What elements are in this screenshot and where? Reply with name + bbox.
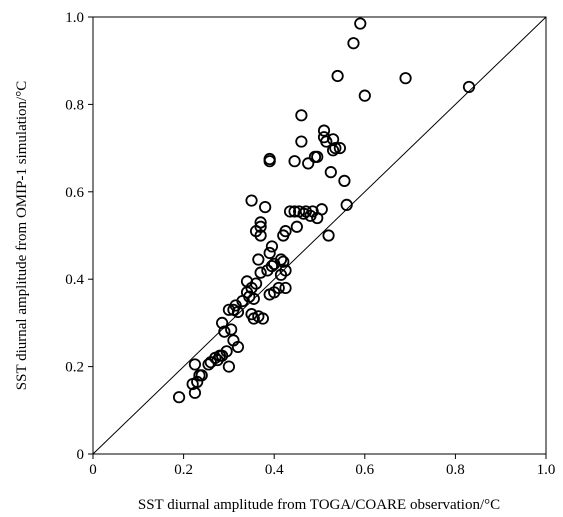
y-tick-label: 0 — [77, 447, 85, 463]
y-tick-label: 0.4 — [65, 272, 84, 288]
x-axis-label: SST diurnal amplitude from TOGA/COARE ob… — [138, 497, 500, 513]
data-point — [358, 89, 371, 102]
y-axis-label: SST diurnal amplitude from OMIP-1 simula… — [14, 81, 30, 390]
data-point — [188, 386, 202, 399]
data-point — [172, 391, 186, 404]
data-points — [172, 17, 476, 404]
data-point — [322, 229, 335, 242]
data-point — [216, 316, 229, 329]
x-tick-label: 0.8 — [446, 462, 465, 478]
data-point — [222, 360, 235, 373]
data-point — [218, 325, 231, 338]
x-tick-label: 0.6 — [355, 462, 374, 478]
data-point — [252, 253, 265, 266]
data-point — [263, 246, 276, 260]
data-point — [317, 124, 331, 137]
data-point — [347, 37, 360, 50]
data-point — [302, 157, 315, 170]
data-point — [254, 220, 267, 233]
x-tick-label: 0.2 — [174, 462, 193, 478]
data-point — [231, 340, 245, 354]
data-point — [254, 216, 267, 229]
data-point — [274, 253, 288, 266]
data-point — [225, 323, 238, 336]
x-tick-label: 1.0 — [537, 462, 556, 478]
data-point — [254, 229, 267, 242]
data-point — [265, 259, 279, 273]
data-point — [315, 203, 328, 216]
data-point — [340, 198, 353, 212]
data-point — [195, 369, 208, 382]
data-point — [220, 345, 233, 358]
data-point — [329, 142, 342, 155]
data-point — [311, 150, 324, 163]
data-point — [324, 166, 337, 179]
data-point — [265, 240, 279, 253]
data-point — [256, 312, 269, 325]
data-point — [320, 135, 333, 148]
data-point — [279, 264, 292, 277]
data-point — [259, 200, 272, 214]
data-point — [279, 225, 292, 238]
data-point — [288, 155, 301, 168]
data-point — [399, 72, 412, 85]
data-point — [249, 277, 263, 290]
data-point — [331, 69, 344, 83]
data-point — [333, 142, 346, 155]
identity-reference-line — [92, 16, 547, 455]
data-point — [354, 17, 367, 30]
data-point — [283, 205, 297, 218]
data-point — [326, 133, 340, 146]
data-point — [295, 109, 308, 122]
x-tick-label: 0.4 — [265, 462, 284, 478]
y-axis-ticks: 0 0.2 0.4 0.6 0.8 1.0 — [65, 10, 93, 463]
data-point — [231, 305, 245, 319]
data-point — [245, 194, 258, 207]
data-point — [272, 281, 285, 295]
y-tick-label: 0.2 — [65, 360, 84, 376]
data-point — [263, 152, 276, 166]
y-tick-label: 0.6 — [65, 185, 84, 201]
data-point — [338, 174, 351, 187]
data-point — [254, 266, 267, 279]
data-point — [462, 80, 476, 94]
y-tick-label: 1.0 — [65, 10, 84, 26]
y-tick-label: 0.8 — [65, 97, 84, 113]
data-point — [279, 281, 292, 295]
data-point — [247, 292, 260, 305]
data-point — [290, 220, 303, 233]
data-point — [188, 358, 202, 371]
plot-frame — [92, 16, 547, 455]
x-tick-label: 0 — [89, 462, 97, 478]
data-point — [295, 135, 308, 148]
x-axis-ticks: 0 0.2 0.4 0.6 0.8 1.0 — [89, 454, 555, 478]
data-point — [277, 255, 290, 268]
